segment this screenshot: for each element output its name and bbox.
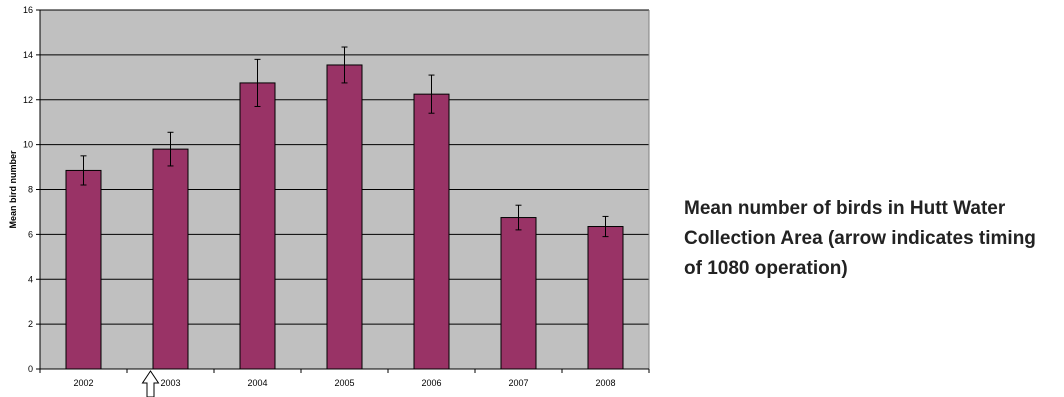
axes [36,9,650,373]
x-tick-label: 2006 [421,378,441,388]
x-tick-label: 2005 [334,378,354,388]
bar-2003 [152,148,189,370]
x-tick-labels: 2002 2003 2004 2005 2006 2007 2008 [73,378,615,388]
bar-2007 [500,217,537,370]
y-tick-label: 2 [28,319,33,329]
x-tick-label: 2007 [508,378,528,388]
y-tick-label: 14 [23,50,33,60]
x-tick-label: 2004 [247,378,267,388]
x-tick-label: 2002 [73,378,93,388]
x-tick-label: 2003 [160,378,180,388]
bar-2004 [239,82,276,370]
x-tick-label: 2008 [595,378,615,388]
chart-caption: Mean number of birds in Hutt Water Colle… [684,198,1036,279]
bar-2005 [326,64,363,370]
y-tick-label: 16 [23,5,33,15]
y-tick-label: 4 [28,274,33,284]
error-bars [80,46,609,238]
y-tick-label: 6 [28,229,33,239]
bars [65,64,624,370]
y-tick-labels: 0 2 4 6 8 10 12 14 16 [23,5,33,374]
bar-2008 [587,226,624,370]
y-tick-label: 12 [23,95,33,105]
y-tick-label: 10 [23,140,33,150]
bar-2006 [413,93,450,370]
y-axis-label: Mean bird number [8,150,18,229]
bar-2002 [65,169,102,370]
y-tick-label: 0 [28,364,33,374]
y-tick-label: 8 [28,185,33,195]
operation-arrow-icon [141,370,160,397]
